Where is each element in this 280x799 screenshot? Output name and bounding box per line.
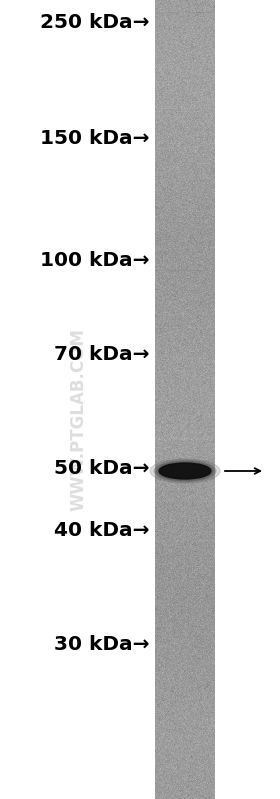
Text: 70 kDa→: 70 kDa→: [55, 345, 150, 364]
Text: 250 kDa→: 250 kDa→: [41, 13, 150, 31]
Ellipse shape: [150, 459, 220, 483]
Text: 50 kDa→: 50 kDa→: [55, 459, 150, 478]
Text: 150 kDa→: 150 kDa→: [41, 129, 150, 148]
Ellipse shape: [159, 463, 211, 479]
Text: WWW.PTGLAB.COM: WWW.PTGLAB.COM: [69, 328, 87, 511]
Ellipse shape: [157, 462, 213, 480]
Text: 30 kDa→: 30 kDa→: [55, 635, 150, 654]
Ellipse shape: [154, 460, 216, 482]
Text: 100 kDa→: 100 kDa→: [41, 251, 150, 269]
Text: 40 kDa→: 40 kDa→: [55, 520, 150, 539]
